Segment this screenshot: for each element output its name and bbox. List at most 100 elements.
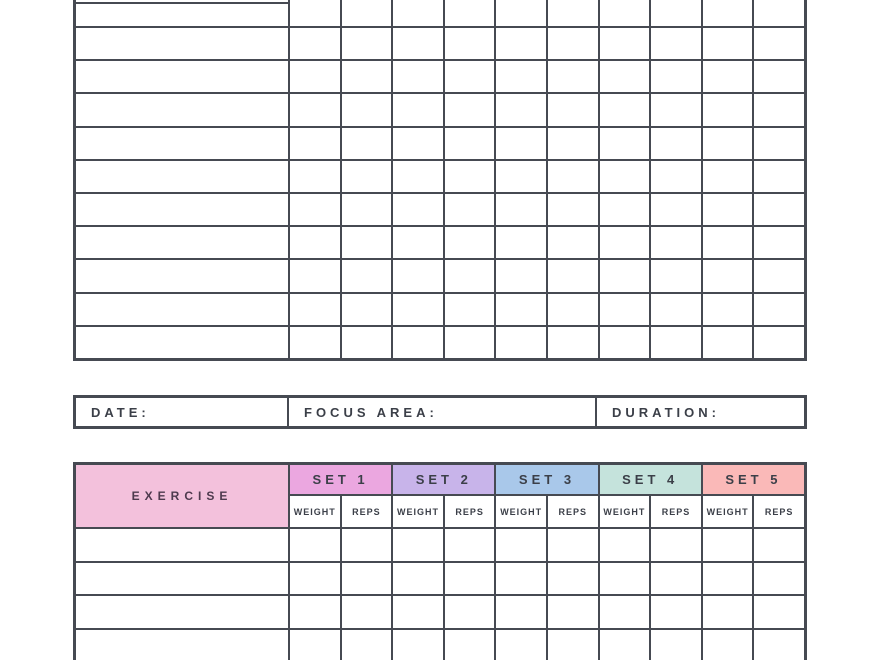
tracking-grid-cell (496, 0, 546, 26)
tracking-grid-cell (393, 61, 443, 93)
tracking-grid-label-cell (76, 28, 288, 60)
tracking-grid-label-cell (76, 227, 288, 259)
tracking-grid-cell (599, 193, 650, 226)
log-entry-cell (754, 529, 804, 561)
tracking-grid-cell (393, 94, 443, 126)
tracking-grid-cell (754, 260, 804, 292)
reps-subheader: REPS (341, 496, 392, 527)
tracking-grid-cell (341, 61, 392, 93)
log-entry-cell (702, 529, 753, 561)
meta-bar: DATE: FOCUS AREA: DURATION: (73, 395, 807, 429)
tracking-grid-cell (290, 61, 340, 93)
log-entry-cell (599, 529, 650, 561)
weight-subheader: WEIGHT (393, 496, 443, 527)
tracking-grid-cell (754, 94, 804, 126)
tracking-grid-cell (754, 160, 804, 192)
tracking-grid-cell (702, 193, 753, 226)
tracking-grid-cell (702, 227, 753, 259)
tracking-grid-cell (547, 0, 598, 26)
date-field: DATE: (76, 398, 287, 426)
exercise-name-cell (76, 562, 288, 594)
tracking-grid-cell (702, 260, 753, 292)
tracking-grid-cell (547, 160, 598, 192)
weight-subheader: WEIGHT (290, 496, 340, 527)
tracking-grid-cell (290, 160, 340, 192)
log-entry-cell (651, 596, 701, 628)
tracking-grid-cell (496, 28, 546, 60)
log-entry-cell (290, 596, 340, 628)
tracking-grid-cell (393, 326, 443, 358)
tracking-grid-cell (393, 193, 443, 226)
tracking-grid-cell (651, 260, 701, 292)
reps-subheader: REPS (754, 496, 804, 527)
tracking-grid-cell (393, 227, 443, 259)
tracking-grid-cell (290, 193, 340, 226)
tracking-grid-cell (599, 293, 650, 325)
exercise-log-grid: EXERCISE SET 1 SET 2 SET 3 SET 4 SET 5 WEIGHT R… (76, 465, 804, 660)
tracking-grid-cell (599, 0, 650, 26)
tracking-grid-cell (547, 260, 598, 292)
tracking-grid-cell (651, 61, 701, 93)
log-entry-cell (341, 629, 392, 660)
tracking-grid-cell (290, 127, 340, 159)
date-label: DATE: (91, 404, 150, 420)
tracking-grid-cell (341, 260, 392, 292)
tracking-grid-cell (496, 227, 546, 259)
tracking-grid-cell (547, 61, 598, 93)
set-3-header: SET 3 (496, 465, 598, 494)
tracking-grid-label-cell (76, 293, 288, 325)
tracking-grid-cell (651, 326, 701, 358)
tracking-grid-cell (754, 28, 804, 60)
tracking-grid-cell (651, 227, 701, 259)
set-5-header: SET 5 (702, 465, 804, 494)
tracking-grid-cell (393, 293, 443, 325)
log-entry-cell (444, 529, 495, 561)
tracking-grid-cell (496, 193, 546, 226)
tracking-grid-cell (599, 227, 650, 259)
tracking-grid-cell (651, 193, 701, 226)
tracking-grid-cell (651, 160, 701, 192)
log-entry-cell (599, 562, 650, 594)
tracking-grid-cell (754, 326, 804, 358)
tracking-grid-cell (341, 94, 392, 126)
tracking-grid-cell (496, 94, 546, 126)
tracking-grid-cell (754, 227, 804, 259)
log-entry-cell (599, 629, 650, 660)
exercise-header-cell: EXERCISE (76, 465, 288, 527)
exercise-name-cell (76, 596, 288, 628)
tracking-grid-cell (702, 94, 753, 126)
tracking-grid-cell (651, 0, 701, 26)
tracking-grid-cell (599, 260, 650, 292)
log-entry-cell (496, 629, 546, 660)
tracking-grid-label-cell (76, 0, 288, 26)
log-entry-cell (754, 629, 804, 660)
tracking-grid-cell (702, 28, 753, 60)
tracking-grid-cell (496, 61, 546, 93)
tracking-grid-cell (754, 193, 804, 226)
log-entry-cell (651, 629, 701, 660)
tracking-grid-cell (444, 94, 495, 126)
tracking-grid-cell (754, 61, 804, 93)
focus-area-field: FOCUS AREA: (289, 398, 595, 426)
set-4-header: SET 4 (599, 465, 701, 494)
tracking-grid-label-cell (76, 94, 288, 126)
tracking-grid-cell (341, 326, 392, 358)
tracking-grid-cell (341, 0, 392, 26)
weight-subheader: WEIGHT (702, 496, 753, 527)
log-entry-cell (341, 596, 392, 628)
tracking-grid-cell (496, 326, 546, 358)
tracking-grid-cell (547, 28, 598, 60)
weight-subheader: WEIGHT (496, 496, 546, 527)
log-entry-cell (702, 596, 753, 628)
set-2-header: SET 2 (393, 465, 495, 494)
tracking-grid-cell (547, 94, 598, 126)
reps-subheader: REPS (547, 496, 598, 527)
tracking-grid-cell (444, 0, 495, 26)
log-entry-cell (444, 596, 495, 628)
log-entry-cell (290, 629, 340, 660)
duration-field: DURATION: (597, 398, 804, 426)
tracking-grid-cell (444, 160, 495, 192)
tracking-grid-cell (341, 193, 392, 226)
tracking-grid-cell (393, 160, 443, 192)
tracking-grid-cell (702, 293, 753, 325)
